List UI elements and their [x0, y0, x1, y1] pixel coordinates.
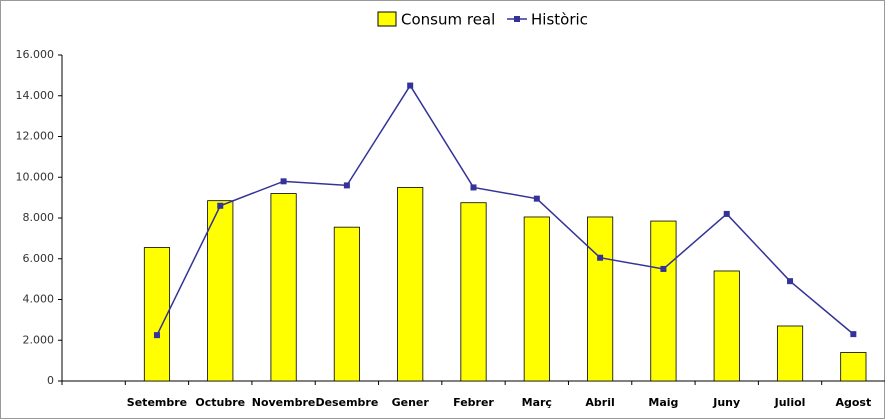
bar: [776, 325, 804, 382]
x-tick-label: Novembre: [252, 396, 316, 409]
y-tick-label: 0: [47, 374, 54, 387]
bar: [460, 202, 487, 382]
x-tick-label: Setembre: [127, 396, 187, 409]
x-tick-label: Febrer: [453, 396, 494, 409]
bar: [333, 226, 360, 382]
x-tick-label: Març: [522, 396, 552, 409]
y-tick-label: 12.000: [16, 130, 55, 143]
bar: [650, 220, 677, 382]
line-marker: [597, 254, 604, 261]
line: [156, 84, 854, 336]
legend-swatch-marker: [514, 16, 520, 22]
y-tick-label: 6.000: [23, 252, 55, 265]
bar: [840, 352, 867, 382]
line-marker: [660, 265, 667, 272]
line-marker: [280, 178, 287, 185]
bar: [713, 270, 740, 382]
y-tick-label: 8.000: [23, 211, 55, 224]
line-marker: [787, 278, 794, 285]
bar: [270, 193, 297, 382]
line-marker: [407, 82, 414, 89]
y-tick-label: 14.000: [16, 89, 55, 102]
legend-label: Consum real: [401, 11, 495, 29]
bar: [523, 216, 550, 382]
line-marker: [343, 182, 350, 189]
bar: [397, 187, 424, 382]
y-tick-label: 2.000: [23, 333, 55, 346]
y-tick-label: 10.000: [16, 170, 55, 183]
line-marker: [153, 332, 160, 339]
line-marker: [850, 331, 857, 338]
bar: [207, 200, 234, 382]
line-marker: [723, 210, 730, 217]
line-marker: [217, 202, 224, 209]
x-tick-label: Juliol: [774, 396, 806, 409]
legend-swatch-bar: [377, 11, 397, 27]
x-tick-label: Octubre: [195, 396, 245, 409]
x-tick-label: Juny: [712, 396, 740, 409]
line-marker: [533, 195, 540, 202]
y-tick-label: 16.000: [16, 48, 55, 61]
y-tick-label: 4.000: [23, 293, 55, 306]
bar: [587, 216, 614, 382]
x-tick-label: Desembre: [315, 396, 378, 409]
bar: [143, 247, 171, 382]
line-marker: [470, 184, 477, 191]
x-tick-label: Gener: [392, 396, 430, 409]
x-tick-label: Maig: [648, 396, 678, 409]
legend-label: Històric: [531, 11, 588, 29]
x-tick-label: Agost: [835, 396, 871, 409]
x-tick-label: Abril: [585, 396, 614, 409]
